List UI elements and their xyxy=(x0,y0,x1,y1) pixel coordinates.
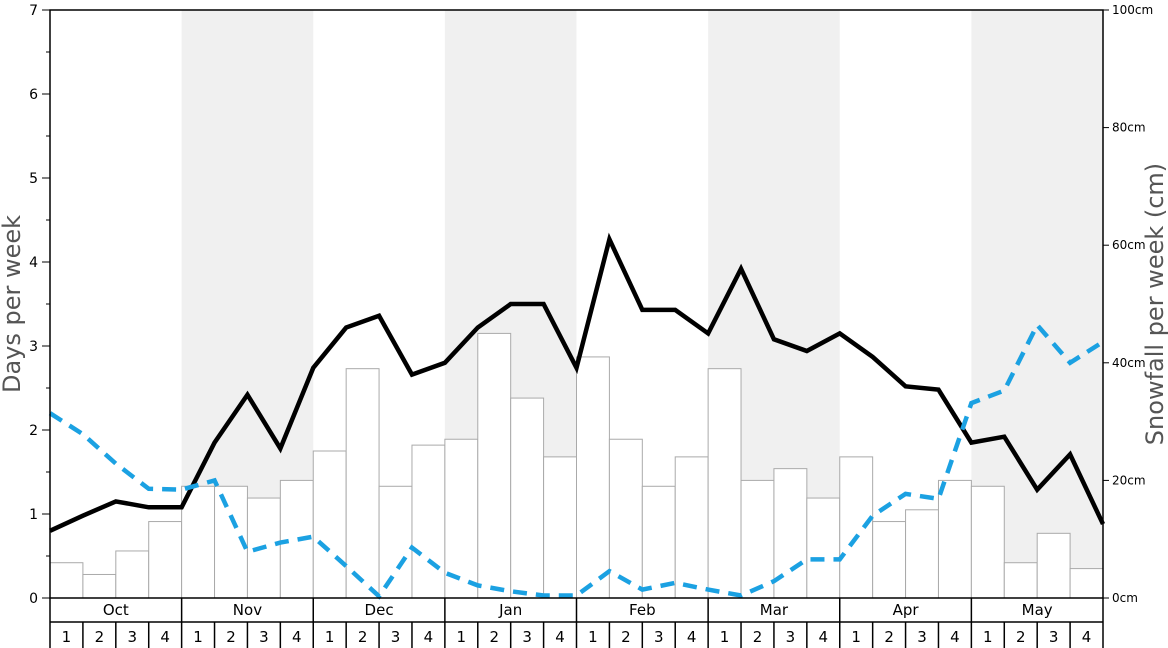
week-label: 3 xyxy=(127,628,137,646)
snowfall-bar xyxy=(674,456,709,599)
left-tick-label: 6 xyxy=(29,87,38,103)
snowfall-bar xyxy=(576,356,610,599)
snowfall-bar xyxy=(115,550,150,599)
week-label: 1 xyxy=(62,628,72,646)
left-tick-label: 2 xyxy=(29,423,38,439)
snowfall-bar xyxy=(1003,562,1038,599)
snowfall-bar xyxy=(510,397,545,599)
week-label: 2 xyxy=(226,628,236,646)
week-label: 2 xyxy=(621,628,631,646)
left-axis-title: Days per week xyxy=(0,215,26,393)
snowfall-bar xyxy=(477,332,512,599)
week-label: 2 xyxy=(489,628,499,646)
left-tick-label: 7 xyxy=(29,3,38,19)
right-axis-title: Snowfall per week (cm) xyxy=(1141,163,1168,445)
week-label: 4 xyxy=(555,628,565,646)
week-label: 1 xyxy=(851,628,861,646)
snowfall-bar xyxy=(937,479,972,599)
month-label: Feb xyxy=(629,601,656,619)
week-label: 2 xyxy=(95,628,105,646)
left-tick-label: 1 xyxy=(29,507,38,523)
week-label: 1 xyxy=(720,628,730,646)
snowfall-bar xyxy=(345,368,380,599)
snowfall-bar xyxy=(148,521,183,599)
snowfall-bar xyxy=(378,485,413,599)
week-label: 3 xyxy=(917,628,927,646)
right-axis: 0cm 20cm 40cm 60cm 80cm 100cm xyxy=(1103,3,1153,605)
day-lines xyxy=(48,232,1106,600)
week-label: 1 xyxy=(588,628,598,646)
week-label: 4 xyxy=(1082,628,1092,646)
week-label: 3 xyxy=(391,628,401,646)
snowfall-bar xyxy=(411,444,446,599)
snowfall-bar xyxy=(181,485,216,599)
snowfall-bar xyxy=(707,368,742,599)
left-tick-label: 5 xyxy=(29,171,38,187)
week-label: 3 xyxy=(654,628,664,646)
right-tick-label: 20cm xyxy=(1112,473,1146,487)
week-label: 3 xyxy=(259,628,269,646)
right-tick-label: 60cm xyxy=(1112,238,1146,252)
snowfall-bar xyxy=(49,562,84,599)
left-tick-label: 4 xyxy=(29,255,38,271)
week-label: 1 xyxy=(193,628,203,646)
left-tick-label: 0 xyxy=(29,591,38,607)
month-label: Apr xyxy=(893,601,920,619)
month-label: Nov xyxy=(233,601,262,619)
x-axis-months-weeks: Oct Nov Dec Jan Feb Mar Apr May 1 2 3 4 1 2 3 4 1 2 3 4 1 2 3 4… xyxy=(49,598,1104,648)
snowfall-bar xyxy=(905,509,939,599)
snowfall-bar xyxy=(543,456,577,599)
snowfall-bar xyxy=(1036,532,1071,599)
week-label: 4 xyxy=(819,628,829,646)
snowfall-bar xyxy=(312,450,347,599)
dashed-line-series xyxy=(48,320,1105,600)
snowfall-bar xyxy=(970,485,1005,599)
week-label: 3 xyxy=(522,628,532,646)
left-axis: 0 1 2 3 4 5 6 7 xyxy=(29,3,50,607)
week-label: 4 xyxy=(950,628,960,646)
month-label: Oct xyxy=(103,601,129,619)
month-label: Dec xyxy=(365,601,394,619)
snowfall-bar xyxy=(806,497,841,599)
right-tick-label: 80cm xyxy=(1112,121,1146,135)
month-label: May xyxy=(1022,601,1053,619)
snowfall-bar xyxy=(1069,568,1104,599)
left-tick-label: 3 xyxy=(29,339,38,355)
week-label: 3 xyxy=(1049,628,1059,646)
week-label: 4 xyxy=(424,628,434,646)
snowfall-bar xyxy=(641,485,676,599)
week-label: 4 xyxy=(687,628,697,646)
solid-line-series xyxy=(49,232,1106,533)
week-label: 1 xyxy=(457,628,467,646)
snowfall-bars xyxy=(49,332,1104,599)
week-label: 2 xyxy=(358,628,368,646)
month-label: Mar xyxy=(760,601,789,619)
snowfall-bar xyxy=(872,521,907,599)
right-tick-label: 100cm xyxy=(1112,3,1153,17)
snowfall-bar xyxy=(608,438,643,599)
week-label: 2 xyxy=(1016,628,1026,646)
week-label: 2 xyxy=(884,628,894,646)
snowfall-bar xyxy=(82,573,117,599)
week-label: 1 xyxy=(325,628,335,646)
week-label: 3 xyxy=(786,628,796,646)
week-label: 4 xyxy=(292,628,302,646)
right-tick-label: 0cm xyxy=(1112,591,1138,605)
snowfall-bar xyxy=(740,479,775,599)
right-tick-label: 40cm xyxy=(1112,356,1146,370)
snowfall-bar xyxy=(839,456,874,599)
week-label: 1 xyxy=(983,628,993,646)
snowfall-bar xyxy=(444,438,479,599)
week-label: 2 xyxy=(753,628,763,646)
month-label: Jan xyxy=(498,601,522,619)
week-label: 4 xyxy=(160,628,170,646)
